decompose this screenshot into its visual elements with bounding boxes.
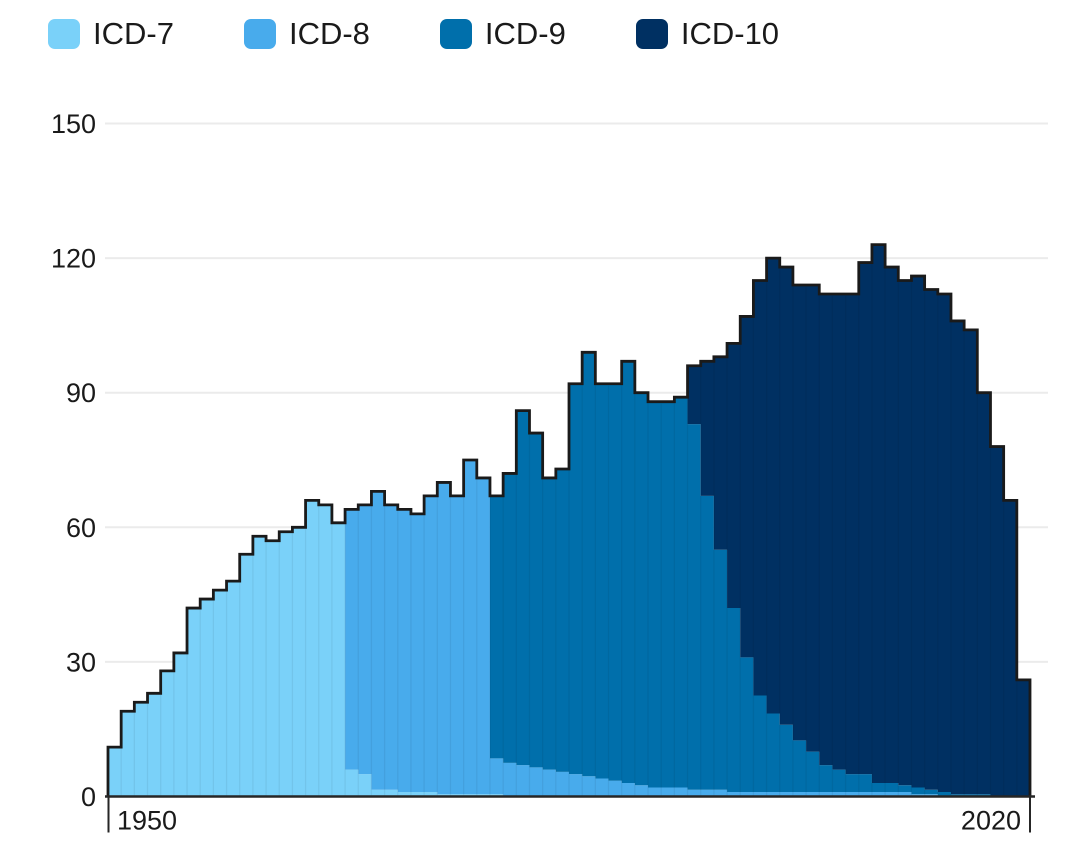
y-tick-label-0: 0 xyxy=(81,782,96,812)
x-tick-label-start: 1950 xyxy=(117,806,177,836)
legend-item-icd-9: ICD-9 xyxy=(439,16,566,51)
area-icd-7 xyxy=(108,500,1030,797)
total-step-outline xyxy=(106,243,1032,797)
y-tick-label-120: 120 xyxy=(51,244,96,274)
x-tick-label-end: 2020 xyxy=(961,806,1021,836)
legend-item-icd-10: ICD-10 xyxy=(635,16,780,51)
legend-swatch-icon xyxy=(439,18,472,49)
legend-label: ICD-10 xyxy=(680,16,780,51)
chart-legend: ICD-7 ICD-8 ICD-9 ICD-10 xyxy=(48,18,779,49)
legend-swatch-icon xyxy=(243,18,276,49)
y-tick-label-90: 90 xyxy=(66,378,96,408)
legend-item-icd-8: ICD-8 xyxy=(243,16,370,51)
y-tick-label-150: 150 xyxy=(51,109,96,139)
y-tick-label-30: 30 xyxy=(66,647,96,677)
legend-swatch-icon xyxy=(635,18,668,49)
y-tick-label-60: 60 xyxy=(66,513,96,543)
legend-label: ICD-9 xyxy=(484,16,566,51)
legend-label: ICD-7 xyxy=(93,16,174,51)
area-icd-10 xyxy=(108,244,1030,797)
area-icd-9 xyxy=(108,352,1030,797)
legend-item-icd-7: ICD-7 xyxy=(48,18,174,49)
legend-label: ICD-8 xyxy=(288,16,370,51)
legend-swatch-icon xyxy=(48,18,80,49)
